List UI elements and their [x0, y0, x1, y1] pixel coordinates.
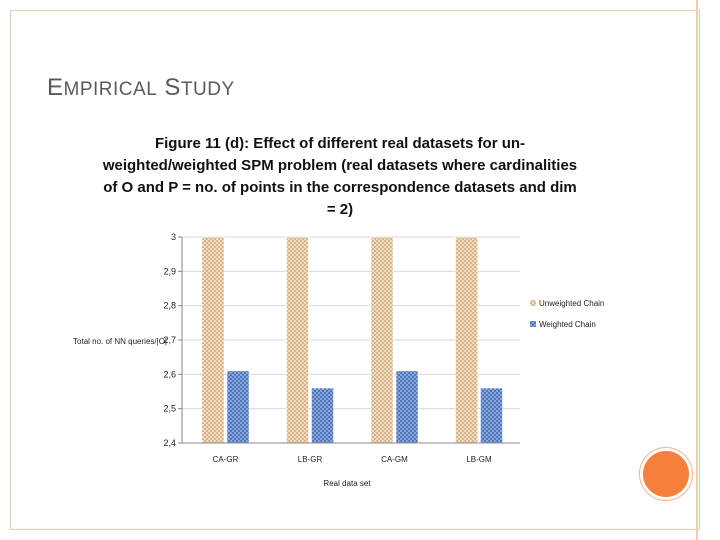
slide-title-initial-2: S	[157, 74, 181, 101]
decorative-circle	[640, 448, 692, 500]
x-tick-label: LB-GR	[298, 455, 323, 464]
x-tick-label: LB-GM	[466, 455, 492, 464]
y-tick-label: 2,6	[163, 369, 176, 379]
y-tick-label: 3	[171, 232, 176, 242]
y-tick-label: 2,4	[163, 438, 176, 448]
slide-edge-rule	[696, 0, 698, 540]
legend-label: Unweighted Chain	[539, 299, 604, 308]
legend-swatch	[530, 300, 536, 306]
bar-weighted-chain	[480, 387, 503, 444]
bar-unweighted-chain	[455, 236, 478, 444]
y-tick-label: 2,5	[163, 404, 176, 414]
y-tick-label: 2,9	[163, 266, 176, 276]
slide-frame	[10, 10, 700, 530]
slide-title-rest-2: TUDY	[180, 79, 235, 100]
bar-unweighted-chain	[286, 236, 309, 444]
bar-weighted-chain	[311, 387, 334, 444]
chart-title: Figure 11 (d): Effect of different real …	[102, 135, 578, 218]
y-axis-title: Total no. of NN queries/|O|	[73, 337, 167, 346]
y-tick-label: 2,7	[163, 335, 176, 345]
bar-unweighted-chain	[370, 236, 394, 444]
legend-swatch	[530, 321, 536, 327]
legend-label: Weighted Chain	[539, 320, 596, 329]
x-tick-label: CA-GM	[381, 455, 408, 464]
bar-unweighted-chain	[201, 236, 225, 444]
slide-title-initial-1: E	[47, 74, 64, 101]
y-tick-label: 2,8	[163, 301, 176, 311]
bar-weighted-chain	[395, 370, 419, 444]
slide-title: EMPIRICAL STUDY	[47, 74, 235, 102]
bar-weighted-chain	[226, 370, 250, 444]
slide-title-rest-1: MPIRICAL	[63, 79, 158, 100]
x-tick-label: CA-GR	[213, 455, 239, 464]
x-axis-title: Real data set	[323, 479, 371, 488]
